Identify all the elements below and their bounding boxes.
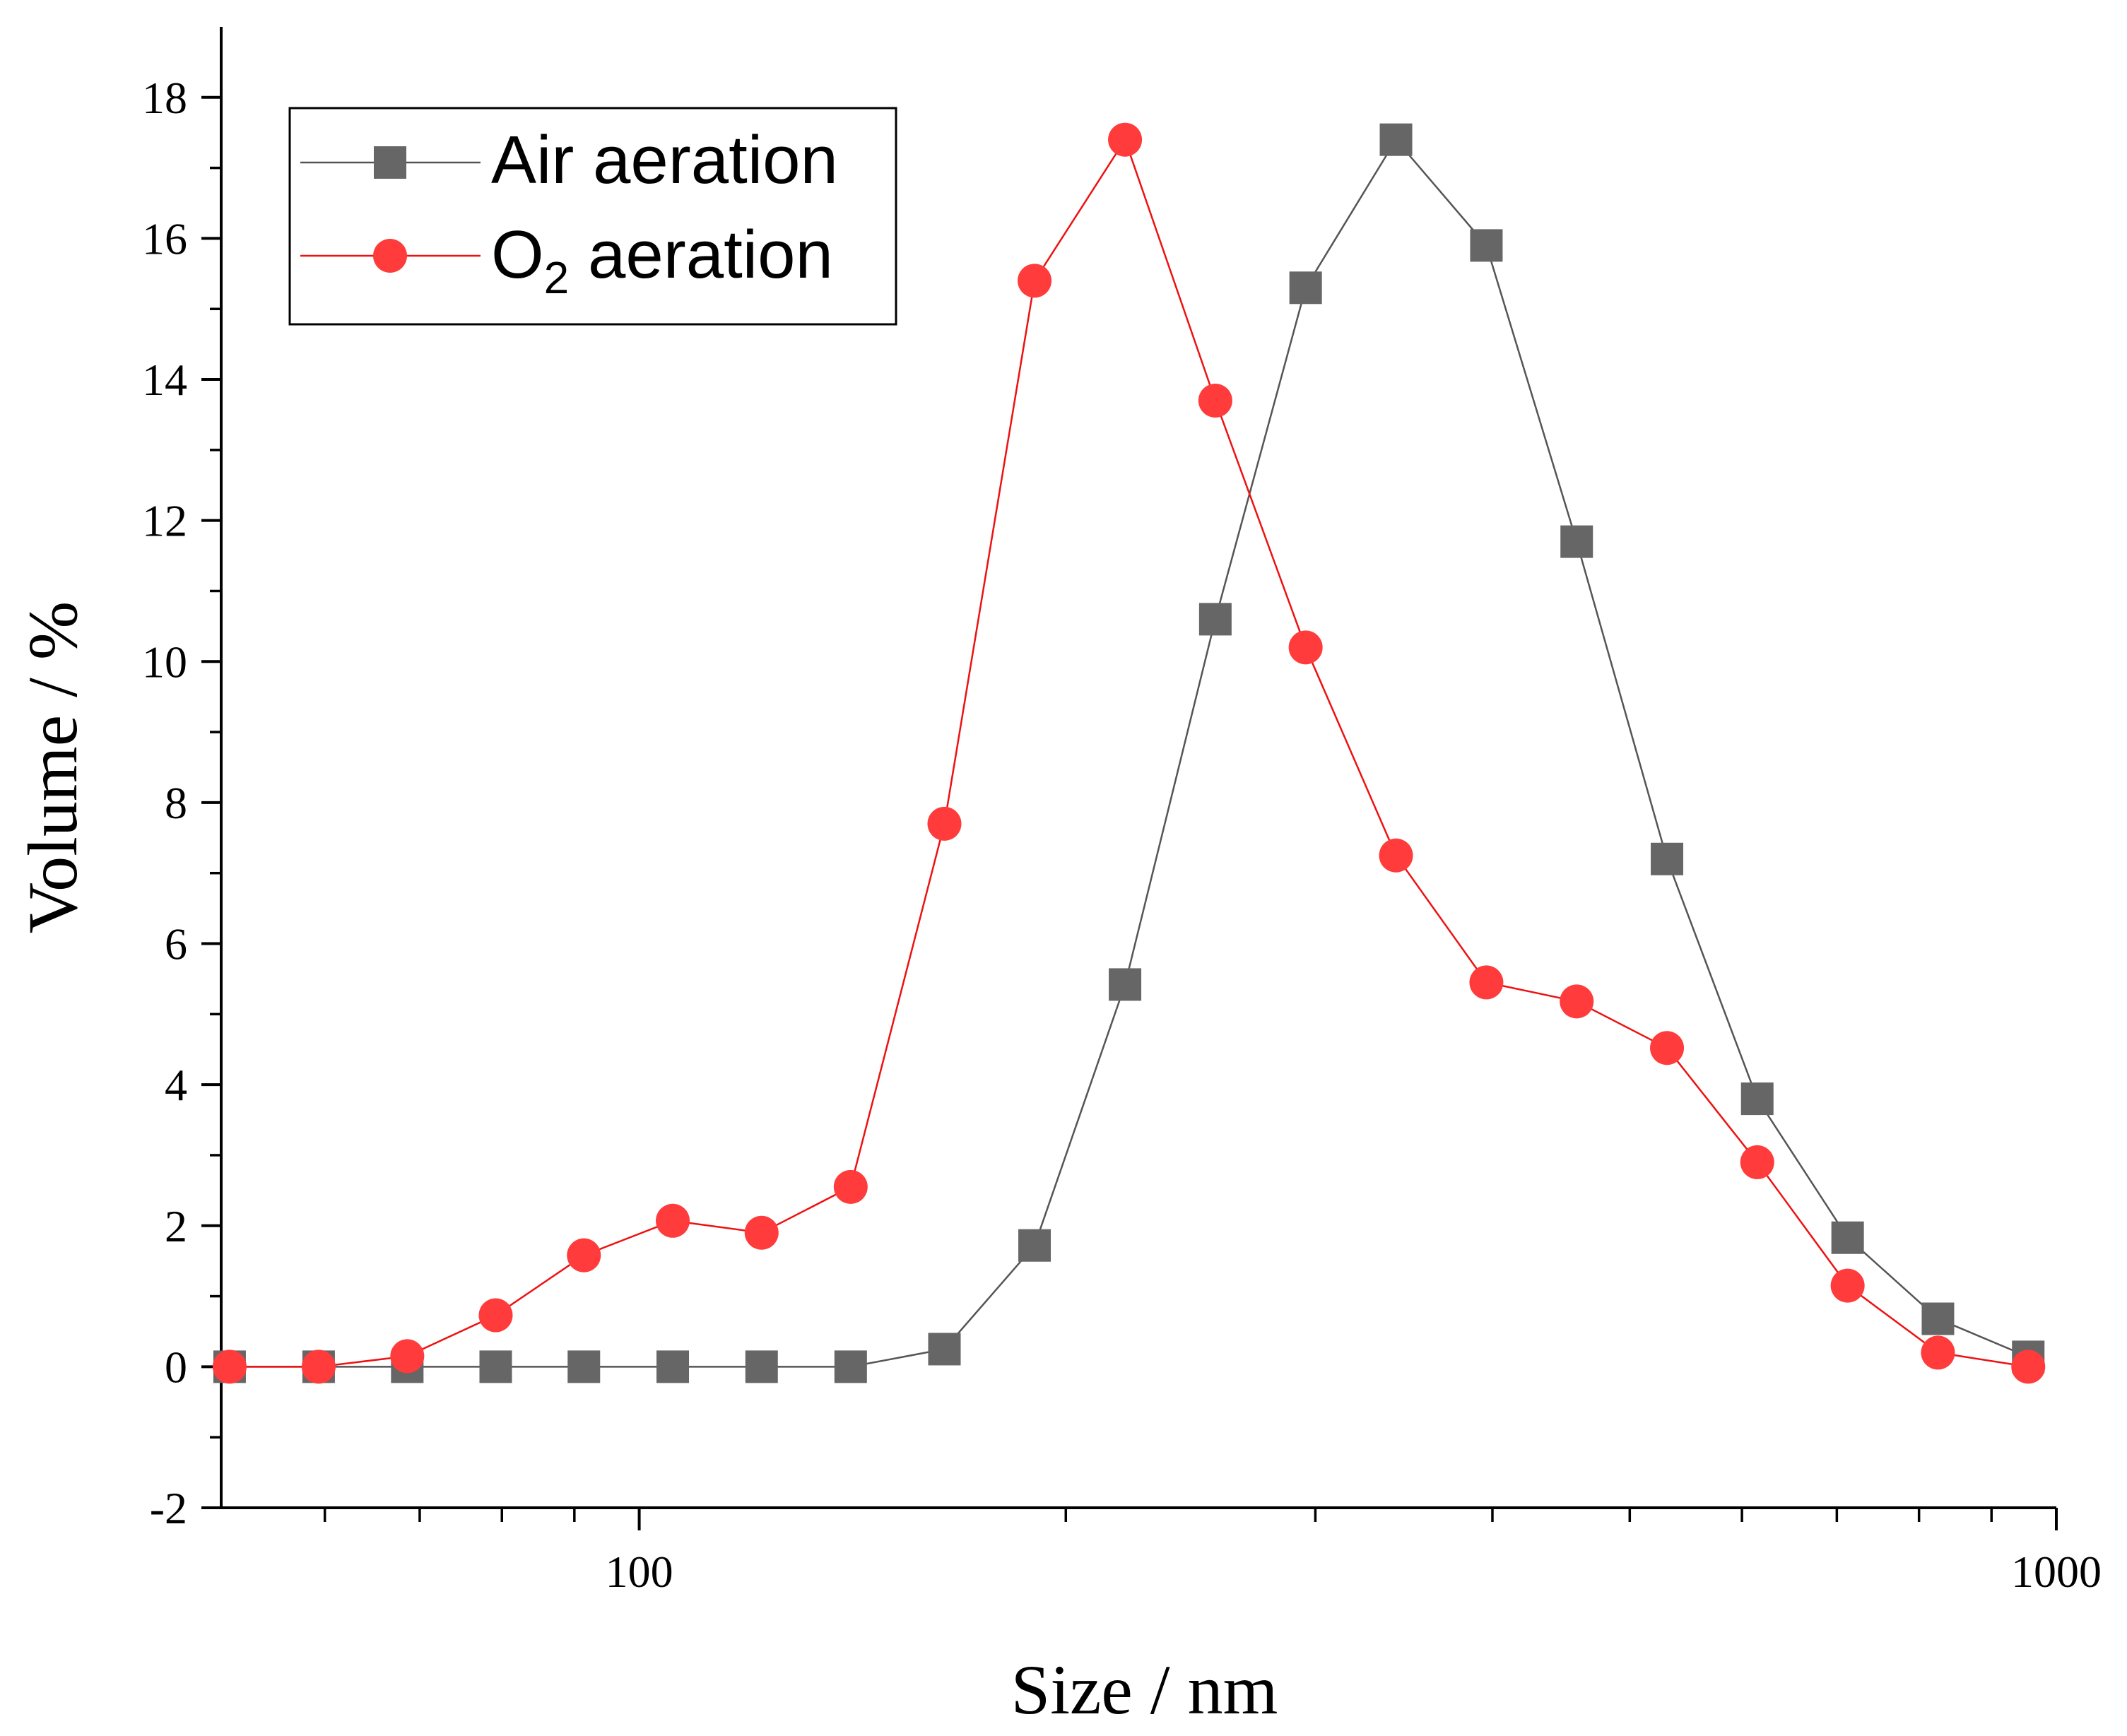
data-point-square — [1740, 1082, 1774, 1116]
data-point-circle — [1288, 630, 1323, 665]
data-point-circle — [1198, 383, 1232, 418]
y-tick-label: 0 — [165, 1342, 187, 1392]
data-point-square — [834, 1350, 867, 1383]
legend-o2-label-main: O — [491, 217, 544, 293]
data-point-square — [1289, 271, 1322, 305]
data-point-circle — [833, 1169, 868, 1204]
data-point-square — [656, 1350, 690, 1383]
data-point-square — [1109, 968, 1142, 1001]
y-tick-label: 6 — [165, 919, 187, 969]
data-point-circle — [1560, 984, 1594, 1019]
x-tick-label: 100 — [606, 1547, 673, 1597]
data-point-square — [567, 1350, 601, 1383]
series-o2-aeration — [212, 122, 2046, 1384]
data-point-circle — [1469, 965, 1504, 1000]
data-point-circle — [301, 1350, 336, 1384]
data-point-circle — [1018, 264, 1052, 298]
data-point-square — [1470, 229, 1503, 262]
data-point-circle — [478, 1298, 513, 1333]
data-point-square — [928, 1333, 961, 1366]
data-point-circle — [656, 1203, 690, 1238]
legend-air-label: Air aeration — [491, 122, 838, 198]
legend-o2-marker — [373, 239, 407, 273]
legend-o2-label-rest: aeration — [569, 217, 833, 293]
data-point-square — [1198, 603, 1232, 636]
data-point-circle — [927, 806, 962, 841]
data-point-circle — [1830, 1268, 1865, 1303]
data-point-circle — [212, 1350, 247, 1384]
legend-air-marker — [374, 146, 406, 179]
legend-o2-label: O2 aeration — [491, 217, 833, 303]
data-point-square — [1651, 842, 1684, 875]
data-point-circle — [1379, 838, 1413, 873]
data-point-circle — [2011, 1350, 2046, 1384]
data-point-square — [479, 1350, 512, 1383]
y-tick-label: 2 — [165, 1201, 187, 1251]
data-point-square — [1831, 1221, 1864, 1254]
y-tick-label: 8 — [165, 778, 187, 828]
data-point-square — [1379, 123, 1413, 156]
y-tick-label: -2 — [150, 1483, 187, 1533]
data-point-circle — [1921, 1335, 1955, 1370]
data-point-circle — [744, 1215, 779, 1250]
data-point-square — [1018, 1229, 1051, 1262]
data-point-circle — [1108, 122, 1143, 157]
y-axis-title: Volume / % — [13, 601, 92, 933]
y-tick-label: 16 — [142, 213, 187, 264]
series-layer — [212, 122, 2046, 1384]
data-point-circle — [1650, 1031, 1685, 1065]
y-tick-label: 14 — [142, 355, 187, 405]
data-point-square — [1921, 1302, 1955, 1335]
x-axis-title: Size / nm — [1011, 1651, 1278, 1729]
x-tick-label: 1000 — [2011, 1547, 2102, 1597]
y-tick-label: 12 — [142, 496, 187, 546]
legend: Air aeration O2 aeration — [288, 107, 897, 326]
data-point-square — [1560, 525, 1593, 558]
data-point-circle — [390, 1339, 425, 1374]
data-point-square — [745, 1350, 778, 1383]
legend-box — [288, 107, 897, 326]
data-point-circle — [567, 1238, 601, 1273]
y-tick-label: 18 — [142, 73, 187, 123]
y-tick-label: 4 — [165, 1060, 187, 1110]
y-tick-label: 10 — [142, 637, 187, 687]
legend-o2-label-subscript: 2 — [544, 252, 570, 303]
data-point-circle — [1740, 1145, 1774, 1179]
axes: -2 0 2 4 6 8 10 12 14 16 18 100 1000 Size / nm Volume … — [13, 27, 2102, 1729]
